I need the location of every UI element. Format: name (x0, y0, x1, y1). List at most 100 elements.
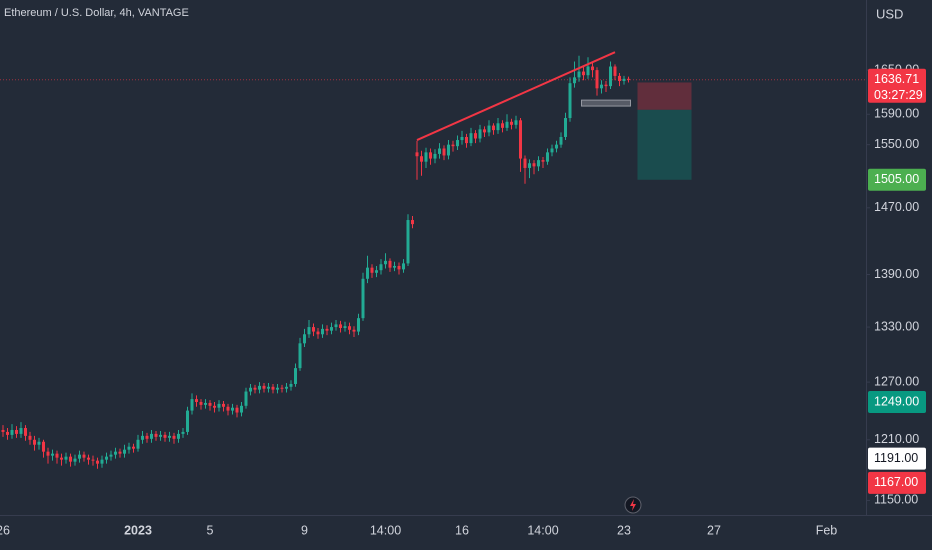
candle-body (33, 439, 36, 445)
candle-body (330, 327, 333, 331)
highlight-box (581, 99, 631, 107)
candle-body (87, 457, 90, 460)
candle-body (253, 387, 257, 390)
candle-body (361, 278, 365, 319)
candle-body (46, 451, 50, 456)
candle-body (496, 123, 500, 131)
price-axis: 1150.00 1210.00 1270.00 1330.00 1390.00 1470.… (866, 62, 926, 507)
candle-body (127, 446, 131, 450)
candle-body (316, 331, 320, 335)
target-zone (637, 109, 692, 180)
currency[interactable]: USD (876, 6, 903, 21)
candle-body (375, 270, 378, 273)
candle-body (618, 75, 621, 82)
candle-body (69, 456, 72, 462)
candle-body (537, 160, 540, 167)
candle-body (348, 326, 351, 330)
candle-body (577, 71, 581, 78)
candle-body (114, 451, 117, 455)
candle-body (519, 120, 522, 159)
candle-body (339, 324, 342, 328)
candle-body (15, 429, 18, 434)
chart-title: Ethereum / U.S. Dollar, 4h, VANTAGE (4, 7, 189, 19)
candle-body (37, 441, 41, 445)
price-label: 1191.00 (874, 451, 918, 465)
candle-body (226, 406, 230, 411)
x-tick-label: 5 (207, 523, 214, 537)
candle-body (523, 158, 527, 168)
countdown: 03:27:29 (874, 88, 923, 102)
candle-body (600, 84, 603, 89)
candle-body (442, 148, 446, 156)
candle-body (586, 66, 590, 76)
candle-body (622, 78, 626, 82)
candle-body (159, 434, 162, 437)
y-tick-label: 1210.00 (874, 432, 919, 446)
candle-body (384, 260, 387, 265)
candle-body (447, 144, 450, 156)
candle-body (213, 405, 216, 408)
candle-body (487, 125, 491, 133)
y-tick-label: 1270.00 (874, 374, 919, 388)
candle-body (262, 385, 266, 389)
candle-body (321, 328, 324, 335)
candle-body (150, 433, 153, 439)
candle-body (460, 136, 464, 141)
candle-body (505, 121, 509, 128)
x-tick-label: 14:00 (370, 523, 401, 537)
candle-body (204, 402, 207, 405)
candle-body (82, 454, 86, 458)
candle-body (402, 263, 405, 270)
candle-body (235, 407, 239, 413)
candle-body (307, 327, 311, 335)
candle-body (55, 453, 59, 458)
candle-body (109, 454, 113, 457)
candle-body (136, 439, 140, 449)
candle-body (64, 456, 68, 460)
candle-body (541, 160, 545, 162)
candle-body (154, 433, 158, 437)
candle-body (501, 123, 504, 128)
x-tick-label: 23 (617, 523, 631, 537)
candle-body (141, 435, 144, 440)
candle-body (474, 133, 477, 139)
candle-body (546, 152, 549, 162)
candle-body (1, 429, 5, 432)
candle-body (190, 399, 194, 411)
x-tick-label: Feb (816, 523, 838, 537)
candle-body (559, 136, 563, 145)
candle-body (181, 431, 185, 434)
candle-body (370, 267, 374, 273)
candle-body (465, 136, 468, 144)
y-tick-label: 1150.00 (874, 493, 918, 507)
candle-body (397, 265, 401, 270)
candle-body (298, 343, 302, 369)
candle-body (60, 457, 63, 460)
candle-body (393, 265, 396, 268)
candle-body (609, 66, 612, 87)
candle-body (627, 78, 630, 80)
candle-body (24, 428, 27, 436)
x-tick-label: 16 (455, 523, 469, 537)
candle-body (483, 129, 486, 133)
candle-body (613, 66, 617, 76)
candle-body (424, 152, 428, 162)
candle-body (100, 459, 104, 464)
candle-body (438, 148, 441, 154)
candle-body (379, 264, 383, 271)
candle-body (415, 152, 419, 157)
candle-body (195, 399, 198, 402)
candle-body (132, 446, 135, 449)
candle-body (231, 407, 234, 411)
stop-zone (637, 82, 692, 110)
candle-body (91, 459, 95, 461)
candle-body (42, 441, 45, 452)
price-label-box (868, 471, 926, 494)
candle-body (10, 429, 14, 435)
candle-body (276, 387, 279, 390)
price-label-box (868, 68, 926, 103)
candle-body (420, 156, 423, 162)
candle-body (51, 453, 54, 456)
price-label-box (868, 168, 926, 191)
